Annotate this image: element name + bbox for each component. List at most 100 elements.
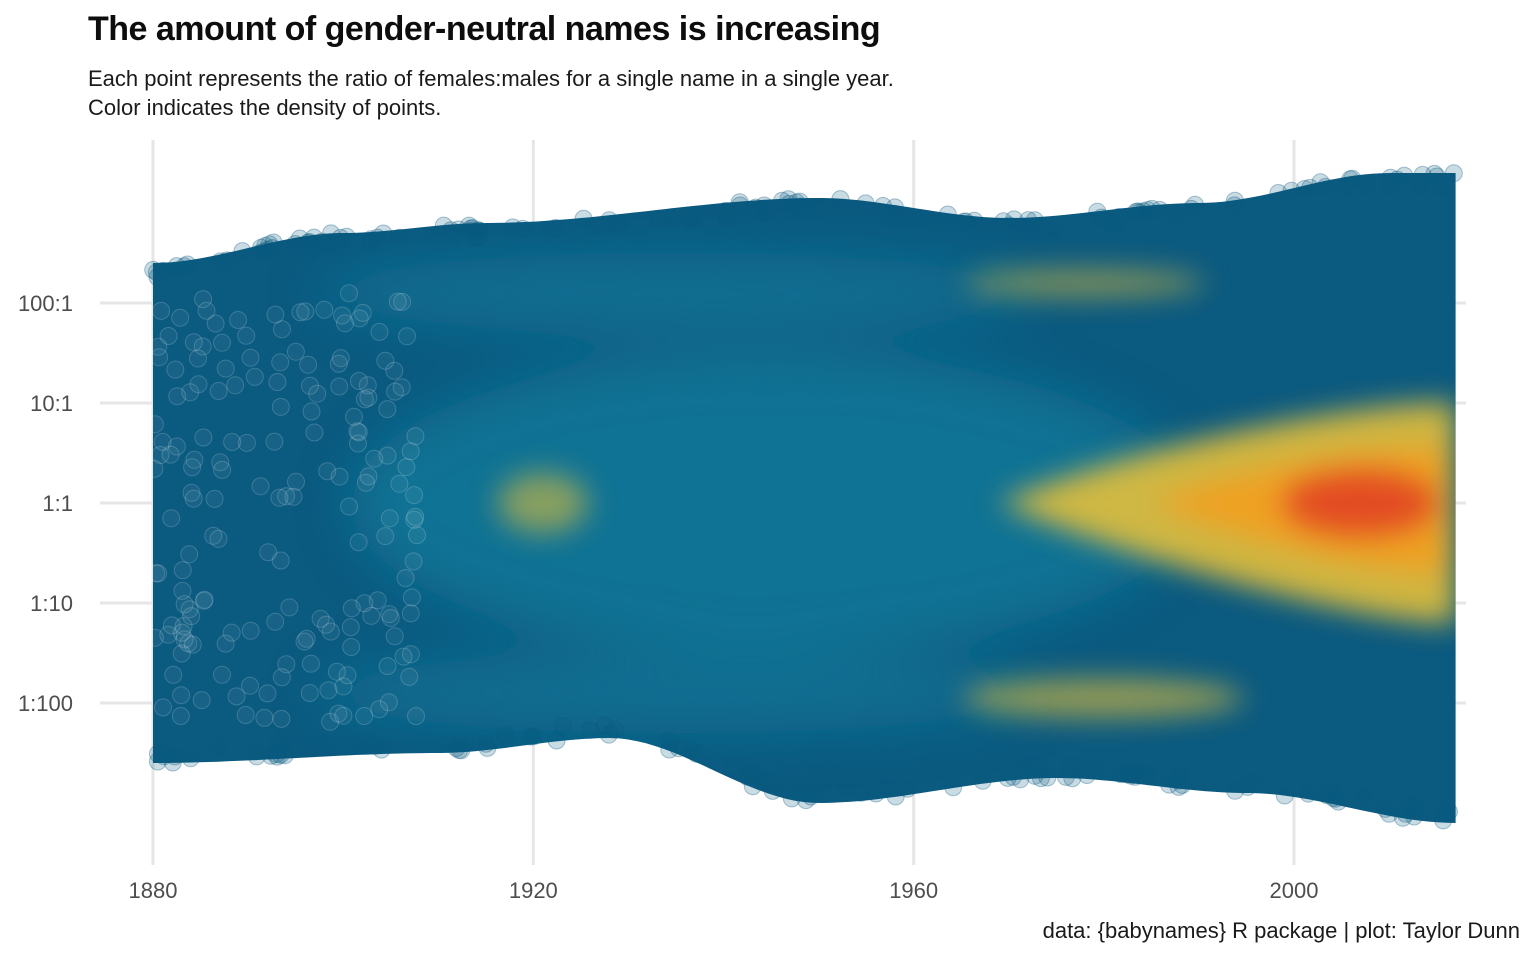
data-point: [365, 736, 384, 755]
data-point: [808, 201, 827, 219]
density-glow-lower: [315, 653, 1036, 733]
data-point: [264, 233, 283, 252]
data-point: [885, 198, 904, 217]
data-point: [145, 628, 164, 647]
data-point: [338, 666, 357, 685]
data-point: [305, 228, 323, 247]
data-point: [291, 303, 310, 322]
y-tick-label: 100:1: [18, 291, 73, 316]
data-point: [213, 665, 231, 684]
data-point: [194, 290, 213, 309]
density-glow: [315, 253, 1192, 733]
data-point: [152, 301, 171, 320]
data-point: [1238, 777, 1257, 796]
data-point: [1244, 772, 1263, 791]
data-point: [450, 741, 469, 759]
data-point: [1000, 216, 1019, 235]
data-point: [159, 327, 178, 345]
data-point: [295, 632, 314, 651]
data-point: [226, 376, 245, 395]
data-point: [385, 627, 404, 646]
data-point: [886, 787, 905, 806]
data-point: [216, 634, 235, 653]
data-point: [1025, 766, 1044, 785]
data-point: [321, 712, 340, 731]
data-point: [172, 686, 191, 705]
data-point: [273, 735, 292, 754]
data-point: [271, 745, 290, 764]
data-point: [266, 305, 285, 324]
data-point: [790, 192, 809, 211]
data-point: [662, 208, 681, 227]
data-point: [167, 257, 186, 276]
data-point: [467, 228, 486, 247]
data-point: [392, 378, 411, 397]
data-point: [1004, 767, 1023, 786]
data-point: [211, 453, 230, 472]
data-point: [290, 229, 309, 248]
data-point: [1226, 781, 1245, 800]
data-point: [241, 621, 260, 640]
data-point: [406, 507, 425, 526]
data-point: [1381, 168, 1400, 187]
data-point: [277, 655, 296, 674]
data-point: [1311, 173, 1330, 192]
data-point: [898, 779, 917, 798]
data-point: [192, 691, 211, 710]
data-point: [355, 390, 374, 409]
data-point: [447, 739, 466, 757]
data-point: [393, 292, 412, 311]
data-point: [270, 488, 289, 507]
data-point: [1405, 807, 1424, 826]
data-point: [1121, 766, 1140, 785]
data-point: [272, 668, 291, 687]
data-point: [318, 235, 337, 254]
data-point: [268, 373, 287, 391]
data-point: [407, 707, 425, 726]
data-point: [370, 322, 389, 341]
data-point: [358, 376, 377, 395]
data-point: [938, 205, 957, 224]
data-point: [322, 224, 340, 243]
data-point: [241, 348, 260, 367]
data-point: [155, 747, 173, 766]
data-point: [1380, 177, 1399, 196]
data-point: [247, 747, 266, 766]
data-point: [162, 509, 181, 528]
data-point: [866, 784, 885, 803]
data-point: [245, 367, 264, 386]
data-point: [213, 333, 231, 352]
data-point: [334, 677, 353, 696]
data-point: [1011, 770, 1030, 789]
data-point: [183, 635, 202, 654]
data-point: [1112, 765, 1131, 784]
data-point: [856, 194, 875, 213]
data-point: [954, 212, 973, 231]
data-point: [801, 787, 820, 806]
data-point: [878, 778, 897, 797]
data-point: [1396, 804, 1415, 823]
data-point: [311, 609, 330, 628]
data-point: [368, 228, 387, 247]
data-point: [182, 483, 201, 502]
x-tick-label-1880: 1880: [129, 878, 178, 903]
data-point: [547, 731, 566, 750]
data-point: [1427, 167, 1446, 186]
data-point: [206, 314, 225, 333]
data-point: [175, 630, 194, 649]
data-point: [362, 606, 381, 625]
data-point: [1126, 767, 1144, 786]
data-point: [600, 211, 619, 230]
y-tick-label: 10:1: [30, 391, 73, 416]
data-point: [1318, 786, 1336, 805]
chart-title: The amount of gender-neutral names is in…: [88, 10, 881, 48]
chart-caption: data: {babynames} R package | plot: Tayl…: [1042, 918, 1520, 943]
data-point: [553, 717, 572, 735]
data-point: [442, 221, 460, 240]
data-point: [271, 551, 290, 570]
x-axis-ticks: 1880 1920 1960 2000: [129, 878, 1319, 903]
data-point: [263, 239, 282, 258]
data-point: [874, 197, 892, 215]
density-hotspot-2: [963, 678, 1244, 718]
data-point: [773, 191, 792, 210]
